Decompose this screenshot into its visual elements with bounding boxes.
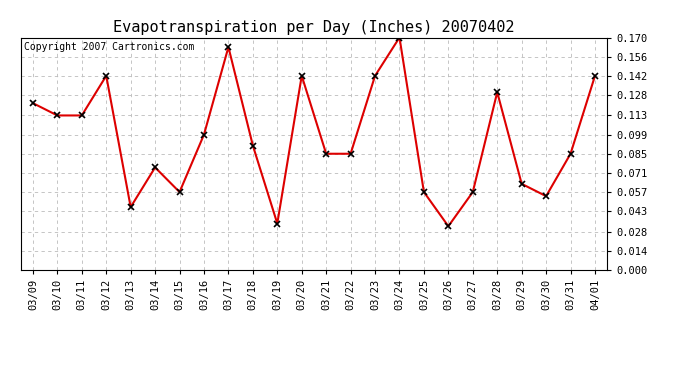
Title: Evapotranspiration per Day (Inches) 20070402: Evapotranspiration per Day (Inches) 2007… [113,20,515,35]
Text: Copyright 2007 Cartronics.com: Copyright 2007 Cartronics.com [23,42,194,52]
